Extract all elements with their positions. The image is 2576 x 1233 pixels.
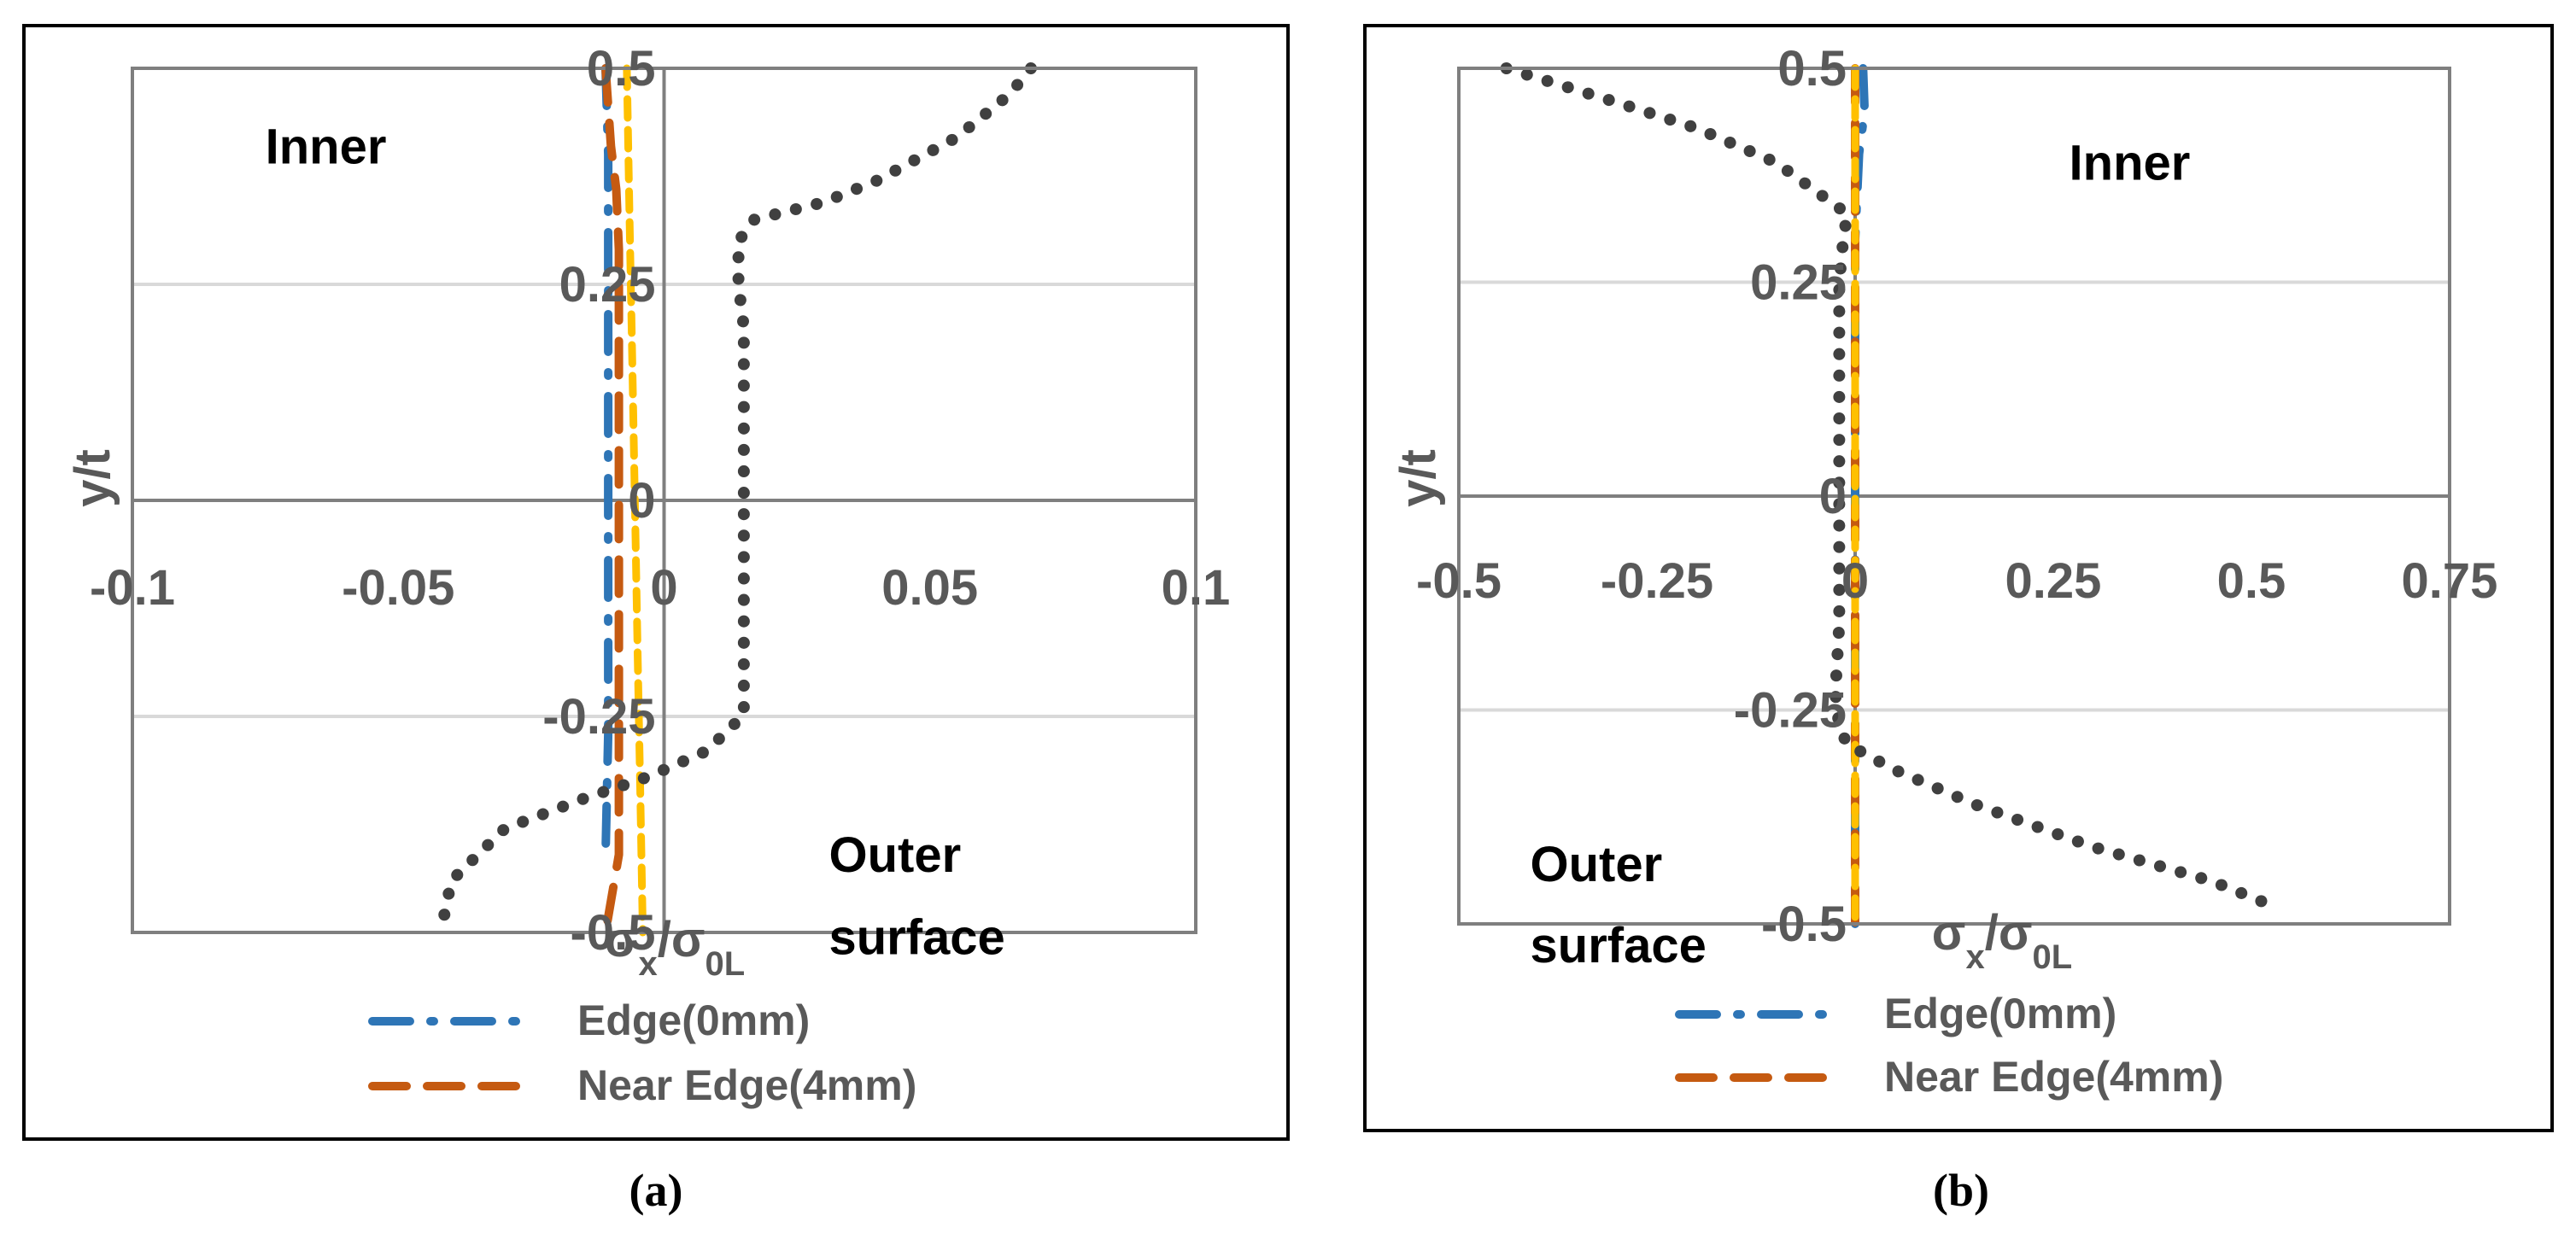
panel-b-y-tick-label: -0.5 — [1761, 897, 1847, 952]
panel-b-caption: (b) — [1933, 1165, 1989, 1216]
panel-b-y-tick-label: -0.25 — [1734, 683, 1847, 739]
panel-a-y-tick-label: 0 — [628, 473, 655, 529]
panel-a: -0.5 -0.25 0 0.25 0.5 -0.1 -0.05 0 0.05 0.1 Inne… — [65, 41, 1230, 1216]
panel-b-annotation: Outer — [1531, 837, 1663, 892]
panel-b-frame — [1363, 24, 2554, 1132]
panel-a-legend-label: Edge(0mm) — [577, 996, 810, 1044]
panel-a-x-axis-label: σx/σ0L — [605, 912, 745, 983]
panel-a-series-edge-0mm — [601, 64, 613, 859]
panel-b-x-tick-label: 0 — [1841, 553, 1869, 609]
panel-a-series — [435, 62, 1037, 938]
panel-a-x-tick-label: -0.1 — [90, 560, 175, 616]
panel-b-x-tick-label: 0.5 — [2217, 553, 2286, 609]
panel-a-x-tick-label: -0.05 — [342, 560, 454, 616]
panel-b-x-tick-labels: -0.5 -0.25 0 0.25 0.5 0.75 — [1416, 553, 2497, 609]
panel-a-x-tick-label: 0 — [650, 560, 677, 616]
panel-a-gridlines — [132, 68, 1196, 932]
panel-a-annotation: Outer — [828, 827, 961, 883]
panel-b-annotations: Inner Outer surface — [1531, 135, 2191, 973]
panel-a-y-axis-label: y/t — [65, 449, 120, 507]
panel-b-legend-label: Near Edge(4mm) — [1884, 1053, 2223, 1101]
panel-b-x-tick-label: 0.75 — [2402, 553, 2498, 609]
panel-a-y-tick-label: -0.25 — [542, 689, 655, 745]
panel-b-y-tick-label: 0.5 — [1777, 41, 1847, 96]
panel-a-y-tick-label: 0.25 — [559, 257, 656, 313]
panel-b-x-tick-label: 0.25 — [2005, 553, 2102, 609]
panel-a-frame — [22, 24, 1290, 1141]
panel-a-x-tick-label: 0.05 — [881, 560, 978, 616]
panel-b-y-tick-label: 0 — [1819, 469, 1847, 524]
panel-a-legend: Edge(0mm) Near Edge(4mm) — [368, 996, 916, 1109]
panel-b-x-tick-label: -0.25 — [1601, 553, 1713, 609]
panel-b-series — [1500, 62, 2281, 928]
panel-a-series-near-edge-4mm — [601, 64, 624, 937]
panel-a-annotation: Inner — [266, 119, 387, 174]
panel-b-legend-label: Edge(0mm) — [1884, 990, 2116, 1037]
panel-a-x-tick-labels: -0.1 -0.05 0 0.05 0.1 — [90, 560, 1230, 616]
panel-b-annotation: Inner — [2070, 135, 2191, 190]
panel-a-x-tick-label: 0.1 — [1162, 560, 1231, 616]
panel-a-series-dash-line — [623, 64, 647, 937]
panel-b-y-tick-label: 0.25 — [1750, 255, 1847, 311]
panel-b-y-axis-label: y/t — [1390, 449, 1446, 507]
panel-a-y-tick-labels: -0.5 -0.25 0 0.25 0.5 — [542, 41, 655, 961]
panel-a-plot-area — [131, 67, 1197, 934]
panel-b-annotation: surface — [1531, 918, 1707, 973]
panel-b-x-axis-label: σx/σ0L — [1932, 905, 2072, 976]
panel-b-y-tick-labels: -0.5 -0.25 0 0.25 0.5 — [1734, 41, 1847, 952]
panel-b-legend: Edge(0mm) Near Edge(4mm) — [1675, 990, 2223, 1101]
panel-b-x-tick-label: -0.5 — [1416, 553, 1502, 609]
panel-a-annotations: Inner Outer surface — [266, 119, 1005, 965]
panel-a-y-tick-label: -0.5 — [571, 905, 656, 961]
panel-b-series-dot-line — [1500, 62, 2281, 913]
panel-a-y-tick-label: 0.5 — [587, 41, 656, 96]
panel-b-plot-area — [1457, 67, 2451, 926]
panel-a-legend-label: Near Edge(4mm) — [577, 1061, 916, 1109]
panel-a-annotation: surface — [828, 909, 1004, 965]
panel-a-caption: (a) — [629, 1165, 683, 1216]
